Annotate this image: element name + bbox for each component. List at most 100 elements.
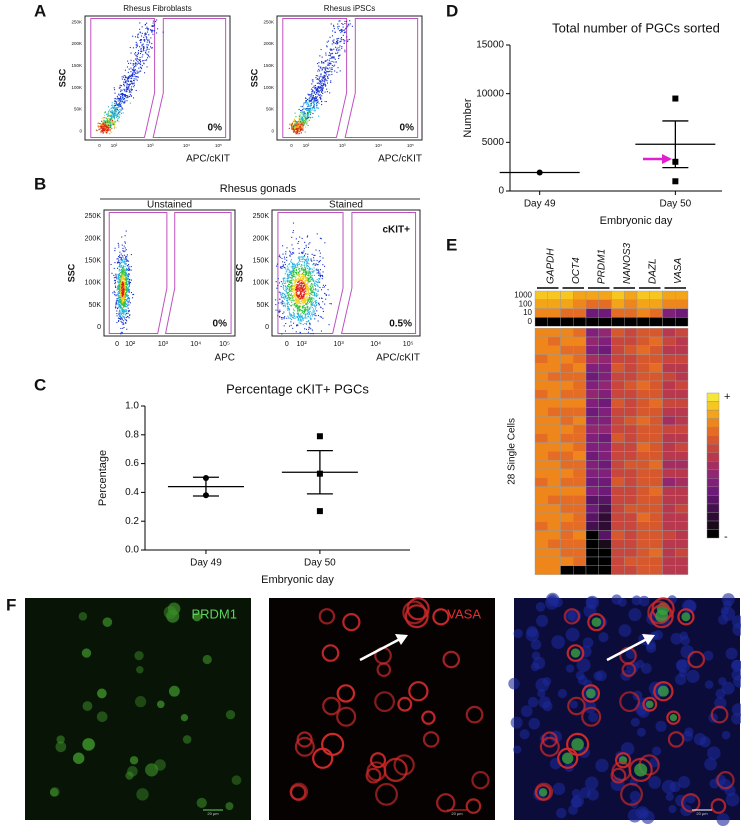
event: [293, 120, 295, 122]
event: [152, 30, 154, 32]
event: [298, 281, 300, 283]
event: [291, 295, 293, 297]
event: [310, 298, 313, 301]
event: [296, 300, 299, 302]
event: [295, 269, 298, 271]
event: [142, 46, 144, 48]
event: [283, 311, 285, 313]
event: [123, 287, 125, 289]
event: [108, 124, 111, 126]
panel-label: C: [34, 375, 46, 394]
heatmap-cell: [611, 521, 625, 531]
heatmap-cell: [675, 512, 689, 523]
event: [118, 314, 120, 316]
heatmap-cell: [624, 460, 638, 470]
event: [316, 63, 319, 65]
event: [130, 71, 132, 73]
event: [336, 41, 338, 43]
event: [285, 290, 287, 292]
event: [288, 263, 291, 265]
event: [105, 125, 107, 127]
event: [305, 299, 308, 301]
event: [120, 259, 122, 261]
heatmap-cell: [636, 521, 650, 531]
event: [135, 52, 137, 54]
event: [124, 287, 126, 289]
event: [121, 286, 123, 288]
event: [151, 31, 153, 33]
event: [308, 243, 310, 245]
event: [298, 123, 300, 125]
event: [290, 315, 293, 317]
event: [114, 286, 117, 288]
event: [307, 117, 310, 119]
event: [298, 290, 300, 292]
event: [312, 98, 314, 100]
event: [325, 59, 327, 62]
x-tick-label: Day 50: [304, 558, 336, 569]
event: [327, 40, 330, 42]
event: [123, 269, 125, 271]
event: [110, 119, 113, 121]
event: [116, 315, 118, 317]
heatmap-cell: [662, 317, 676, 327]
event: [308, 293, 310, 295]
event: [302, 125, 304, 127]
event: [310, 116, 312, 119]
plot-title: Unstained: [147, 200, 192, 211]
event: [296, 126, 298, 128]
event: [319, 83, 321, 85]
event: [128, 297, 130, 299]
event: [137, 76, 139, 78]
event: [325, 72, 327, 74]
event: [291, 276, 293, 278]
heatmap-cell: [624, 299, 638, 309]
heatmap-cell: [636, 460, 650, 470]
x-tick-label: Day 49: [190, 558, 222, 569]
event: [302, 286, 304, 288]
heatmap-cell: [547, 504, 561, 514]
event: [124, 76, 127, 78]
event: [119, 280, 121, 282]
event: [320, 48, 322, 51]
heatmap-cell: [662, 290, 676, 301]
event: [107, 128, 109, 131]
event: [300, 111, 302, 113]
cell: [231, 775, 242, 786]
event: [140, 42, 142, 44]
scale-swatch: [706, 512, 720, 522]
event: [294, 121, 296, 123]
event: [313, 257, 315, 259]
cell-ring: [471, 771, 490, 790]
event: [327, 77, 329, 79]
event: [292, 316, 294, 319]
event: [286, 299, 289, 301]
event: [106, 125, 108, 127]
event: [119, 266, 121, 268]
event: [118, 284, 120, 286]
event: [128, 75, 131, 77]
event: [281, 265, 283, 268]
event: [120, 271, 122, 273]
nucleus: [653, 630, 663, 641]
heatmap-cell: [547, 556, 561, 567]
event: [120, 274, 122, 276]
heatmap-cell: [636, 317, 650, 327]
event: [333, 39, 335, 41]
event: [298, 308, 300, 310]
cell-ring: [687, 650, 706, 669]
heatmap-cell: [636, 407, 650, 417]
event: [332, 56, 334, 58]
event: [344, 40, 346, 42]
event: [343, 42, 345, 44]
gate-label: 0%: [208, 123, 223, 134]
event: [295, 128, 297, 131]
event: [301, 126, 303, 128]
event: [107, 113, 109, 115]
event: [308, 312, 310, 314]
event: [311, 275, 313, 277]
cell-ring: [620, 782, 643, 806]
heatmap-cell: [636, 504, 650, 514]
nucleus: [530, 662, 540, 672]
event: [120, 101, 122, 103]
